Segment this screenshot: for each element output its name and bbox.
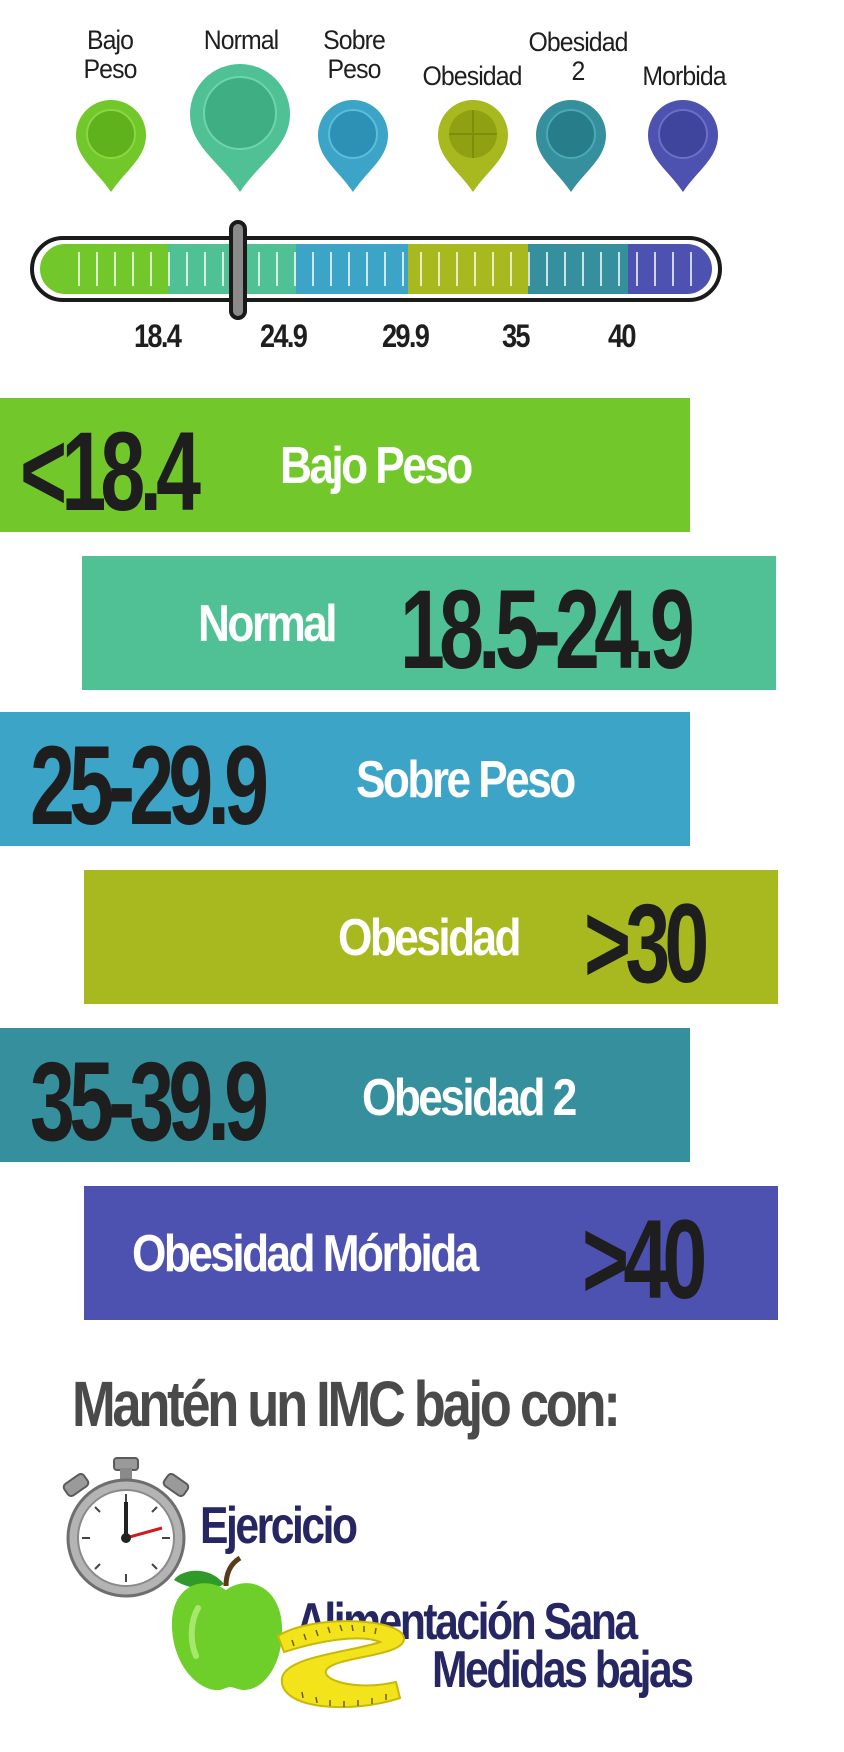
- pin-label-obesidad: Obesidad: [411, 61, 532, 91]
- pin-label-line: Peso: [83, 54, 138, 85]
- tip-label-ejercicio: Ejercicio: [200, 1497, 358, 1555]
- pin-label-line: 2: [571, 56, 586, 87]
- scale-tick-mark: [312, 252, 314, 286]
- scale-tick-mark: [150, 252, 152, 286]
- scale-tick-mark: [582, 252, 584, 286]
- band-label: Obesidad: [338, 909, 522, 967]
- scale-segment-bajo-peso: [40, 244, 168, 294]
- scale-tick-mark: [420, 252, 422, 286]
- scale-segment-obesidad: [408, 244, 528, 294]
- scale-tick-mark: [402, 252, 404, 286]
- scale-tick-mark: [618, 252, 620, 286]
- band-value: <18.4: [20, 409, 201, 534]
- band-label: Bajo Peso: [280, 437, 473, 495]
- stopwatch-icon: [62, 1457, 190, 1598]
- scale-tick-label: 18.4: [134, 318, 182, 354]
- pin-label-line: Morbida: [642, 61, 726, 91]
- band-label: Obesidad 2: [362, 1069, 577, 1127]
- scale-tick-mark: [366, 252, 368, 286]
- band-value: 35-39.9: [30, 1039, 269, 1164]
- scale-tick-mark: [690, 252, 692, 286]
- scale-tick-mark: [294, 252, 296, 286]
- scale-tick-mark: [672, 252, 674, 286]
- scale-tick-mark: [168, 252, 170, 286]
- scale-tick-mark: [564, 252, 566, 286]
- scale-tick-mark: [348, 252, 350, 286]
- scale-tick-label: 40: [608, 318, 637, 354]
- scale-tick-mark: [600, 252, 602, 286]
- map-pin-icon: [438, 100, 508, 192]
- map-pin-icon: [318, 100, 388, 192]
- band-value: >40: [582, 1197, 707, 1322]
- band-label: Obesidad Mórbida: [132, 1225, 479, 1283]
- scale-tick-mark: [654, 252, 656, 286]
- scale-segment-sobre-peso: [296, 244, 408, 294]
- pin-label-sobre-peso: Sobre Peso: [310, 25, 398, 85]
- band-obesidad: Obesidad >30: [84, 870, 778, 1004]
- scale-tick-mark: [258, 252, 260, 286]
- pin-label-line: Bajo: [86, 25, 134, 55]
- band-value: 25-29.9: [30, 723, 269, 848]
- scale-tick-mark: [96, 252, 98, 286]
- pin-label-line: Normal: [203, 25, 279, 55]
- apple-icon: [171, 1556, 283, 1691]
- map-pin-icon: [648, 100, 718, 192]
- scale-tick-mark: [132, 252, 134, 286]
- pin-label-bajo-peso: Bajo Peso: [71, 25, 148, 85]
- scale-tick-mark: [204, 252, 206, 286]
- pin-label-normal: Normal: [190, 25, 291, 55]
- scale-tick-mark: [546, 252, 548, 286]
- band-normal: Normal 18.5-24.9: [82, 556, 776, 690]
- scale-tick-mark: [186, 252, 188, 286]
- pin-label-line: Obesidad: [422, 61, 523, 91]
- measuring-tape-icon: [276, 1620, 406, 1709]
- tips-heading: Mantén un IMC bajo con:: [72, 1368, 621, 1440]
- scale-tick-mark: [276, 252, 278, 286]
- scale-tick-mark: [438, 252, 440, 286]
- bmi-marker[interactable]: [229, 220, 247, 320]
- pin-label-morbida: Morbida: [631, 61, 738, 91]
- scale-tick-mark: [78, 252, 80, 286]
- band-sobre-peso: 25-29.9 Sobre Peso: [0, 712, 690, 846]
- scale-tick-mark: [528, 252, 530, 286]
- band-value: >30: [584, 881, 709, 1006]
- scale-tick-mark: [636, 252, 638, 286]
- scale-segment-obesidad-2: [528, 244, 628, 294]
- pin-label-line: Peso: [327, 54, 382, 85]
- scale-tick-mark: [456, 252, 458, 286]
- map-pin-icon: [190, 64, 290, 192]
- band-value: 18.5-24.9: [400, 567, 695, 692]
- scale-tick-label: 24.9: [260, 318, 308, 354]
- scale-segment-morbida: [628, 244, 712, 294]
- map-pin-icon: [536, 100, 606, 192]
- scale-tick-mark: [384, 252, 386, 286]
- tip-label-medidas: Medidas bajas: [432, 1641, 694, 1699]
- map-pin-icon: [76, 100, 146, 192]
- band-label: Sobre Peso: [356, 751, 576, 809]
- pin-label-line: Sobre: [323, 25, 386, 55]
- scale-tick-mark: [510, 252, 512, 286]
- scale-tick-mark: [330, 252, 332, 286]
- scale-tick-mark: [492, 252, 494, 286]
- scale-tick-mark: [114, 252, 116, 286]
- pin-label-obesidad-2: Obesidad 2: [517, 27, 638, 87]
- band-obesidad-2: 35-39.9 Obesidad 2: [0, 1028, 690, 1162]
- scale-tick-mark: [474, 252, 476, 286]
- pin-label-line: Obesidad: [528, 27, 629, 57]
- band-morbida: Obesidad Mórbida >40: [84, 1186, 778, 1320]
- band-bajo-peso: <18.4 Bajo Peso: [0, 398, 690, 532]
- bmi-scale-bar: [40, 244, 712, 294]
- scale-tick-label: 35: [502, 318, 531, 354]
- scale-tick-label: 29.9: [382, 318, 430, 354]
- scale-tick-mark: [222, 252, 224, 286]
- band-label: Normal: [198, 595, 338, 653]
